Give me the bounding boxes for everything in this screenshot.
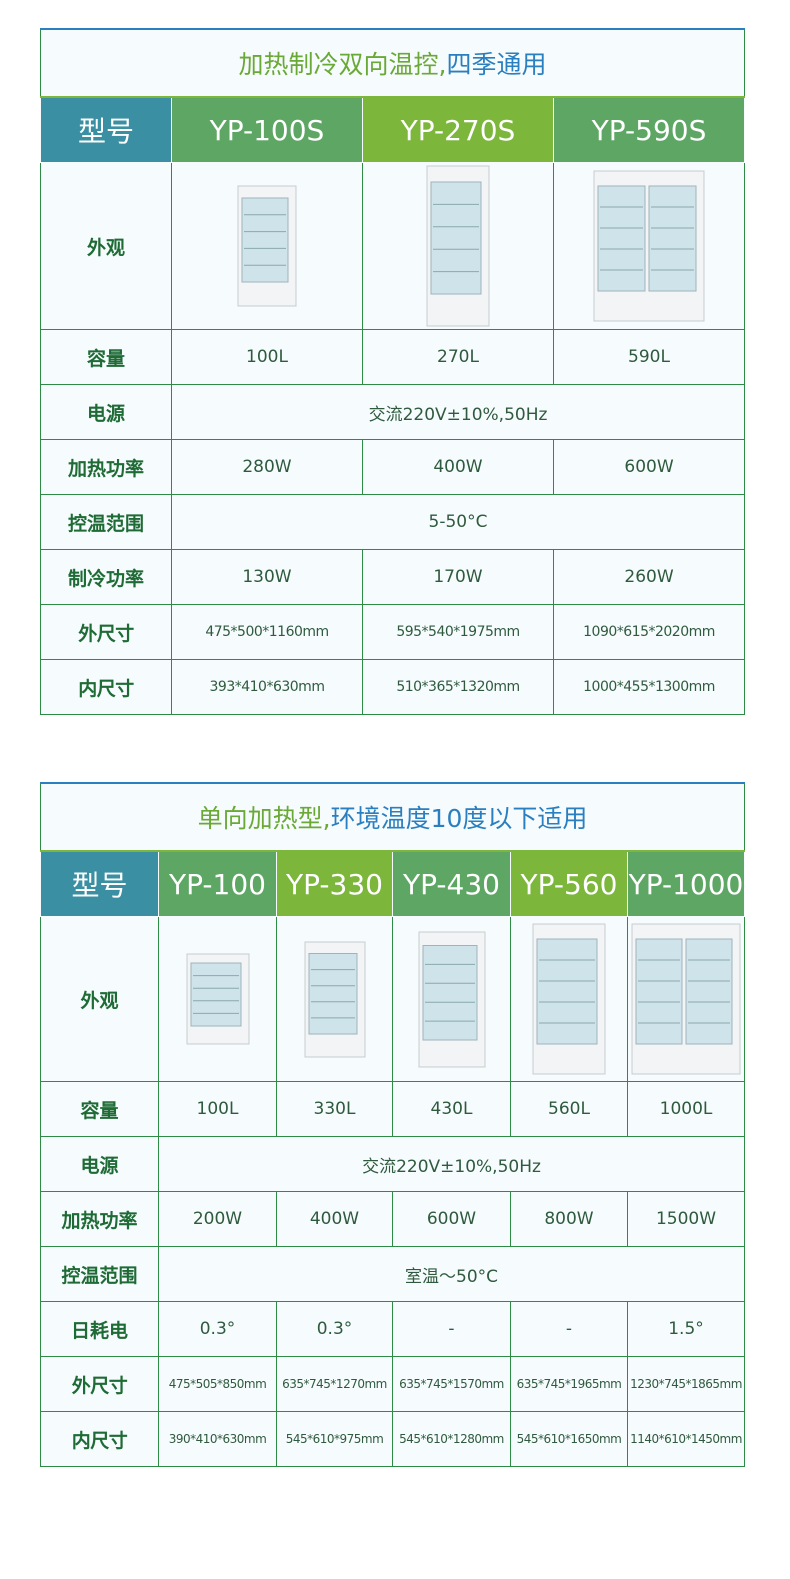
row-value: 390*410*630mm [158,1411,277,1467]
product-image [392,916,511,1082]
row-value: 室温～50°C [157,1246,746,1302]
row-value: 545*610*1650mm [510,1411,628,1467]
model-header: YP-560 [510,850,628,917]
row-label: 控温范围 [40,1246,159,1302]
row-value: 595*540*1975mm [362,604,554,660]
row-label: 容量 [40,1081,159,1137]
row-value: 600W [552,439,746,495]
row-label: 内尺寸 [40,659,172,715]
spec-row: 内尺寸 393*410*630mm 510*365*1320mm 1000*455*1… [40,659,746,715]
spec-row: 电源 交流220V±10%,50Hz [40,1136,746,1192]
model-header: YP-590S [552,96,746,163]
row-label: 电源 [40,384,172,440]
row-label: 控温范围 [40,494,172,550]
row-value: 交流220V±10%,50Hz [157,1136,746,1192]
row-label: 外观 [40,162,172,330]
product-image [626,916,746,1082]
model-header: YP-100S [171,96,363,163]
row-value: 1500W [626,1191,746,1247]
row-value: 1090*615*2020mm [552,604,746,660]
row-value: 270L [362,329,554,385]
row-value: 393*410*630mm [171,659,363,715]
row-label: 内尺寸 [40,1411,159,1467]
row-label: 外尺寸 [40,1356,159,1412]
spec-row: 控温范围 室温～50°C [40,1246,746,1302]
product-image [552,162,746,330]
row-label: 制冷功率 [40,549,172,605]
row-value: 100L [171,329,363,385]
row-value: 510*365*1320mm [362,659,554,715]
row-value: 635*745*1965mm [510,1356,628,1412]
product-image [276,916,393,1082]
table-title: 加热制冷双向温控,四季通用 [39,28,746,98]
product-image [510,916,628,1082]
model-header: YP-1000 [626,850,746,917]
row-value: 1230*745*1865mm [626,1356,746,1412]
table-title: 单向加热型,环境温度10度以下适用 [39,782,746,852]
row-value: 200W [158,1191,277,1247]
row-value: 400W [276,1191,393,1247]
row-value: 交流220V±10%,50Hz [170,384,746,440]
spec-row: 电源 交流220V±10%,50Hz [40,384,746,440]
spec-table-heating: 单向加热型,环境温度10度以下适用 型号 YP-100 YP-330 YP-43… [39,782,746,1467]
row-value: 1000L [626,1081,746,1137]
row-value: 400W [362,439,554,495]
spec-row: 内尺寸 390*410*630mm 545*610*975mm 545*610*128… [40,1411,746,1467]
row-value: - [392,1301,511,1357]
row-value: 1.5° [626,1301,746,1357]
row-value: 635*745*1270mm [276,1356,393,1412]
spec-row: 加热功率 200W 400W 600W 800W 1500W [40,1191,746,1247]
row-label: 加热功率 [40,1191,159,1247]
row-value: 560L [510,1081,628,1137]
row-value: 100L [158,1081,277,1137]
row-value: 170W [362,549,554,605]
spec-row: 外尺寸 475*500*1160mm 595*540*1975mm 1090*615*… [40,604,746,660]
row-value: 0.3° [276,1301,393,1357]
model-header: YP-100 [158,850,277,917]
row-value: 430L [392,1081,511,1137]
row-value: 130W [171,549,363,605]
row-value: 475*500*1160mm [171,604,363,660]
row-label: 日耗电 [40,1301,159,1357]
product-image [171,162,363,330]
row-value: 590L [552,329,746,385]
product-image [362,162,554,330]
row-value: 260W [552,549,746,605]
row-value: 0.3° [158,1301,277,1357]
row-label: 加热功率 [40,439,172,495]
row-label: 外尺寸 [40,604,172,660]
row-value: - [510,1301,628,1357]
row-value: 545*610*1280mm [392,1411,511,1467]
spec-table-dual: 加热制冷双向温控,四季通用 型号 YP-100S YP-270S YP-590S… [39,28,746,715]
row-value: 475*505*850mm [158,1356,277,1412]
model-label: 型号 [40,96,172,163]
row-label: 容量 [40,329,172,385]
row-value: 1000*455*1300mm [552,659,746,715]
model-header: YP-330 [276,850,393,917]
row-value: 5-50°C [170,494,746,550]
spec-row: 控温范围 5-50°C [40,494,746,550]
row-label: 外观 [40,916,159,1082]
row-label: 电源 [40,1136,159,1192]
row-value: 1140*610*1450mm [626,1411,746,1467]
spec-row: 容量 100L 330L 430L 560L 1000L [40,1081,746,1137]
model-header: YP-270S [362,96,554,163]
row-value: 330L [276,1081,393,1137]
row-value: 800W [510,1191,628,1247]
spec-row: 外尺寸 475*505*850mm 635*745*1270mm 635*745*15… [40,1356,746,1412]
spec-row: 容量 100L 270L 590L [40,329,746,385]
row-value: 635*745*1570mm [392,1356,511,1412]
spec-row: 日耗电 0.3° 0.3° - -1.5° [40,1301,746,1357]
model-header: YP-430 [392,850,511,917]
product-image [158,916,277,1082]
row-value: 545*610*975mm [276,1411,393,1467]
spec-row: 制冷功率 130W 170W 260W [40,549,746,605]
row-value: 280W [171,439,363,495]
row-value: 600W [392,1191,511,1247]
spec-row: 加热功率 280W 400W 600W [40,439,746,495]
model-label: 型号 [40,850,159,917]
